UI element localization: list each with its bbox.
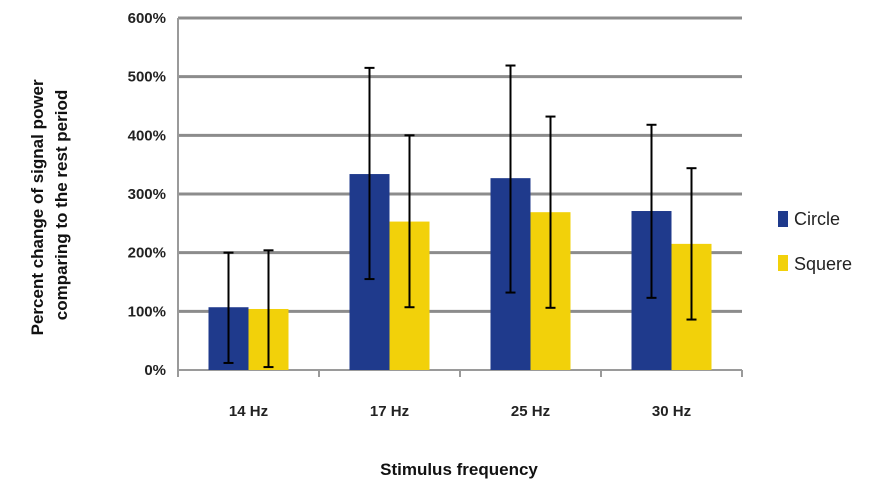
y-tick-label: 0% bbox=[144, 362, 166, 379]
y-tick-label: 600% bbox=[128, 10, 166, 27]
legend-swatch-squere bbox=[778, 255, 788, 271]
x-tick-label: 30 Hz bbox=[652, 403, 691, 420]
y-axis-title: Percent change of signal power comparing… bbox=[28, 75, 71, 336]
y-tick-label: 200% bbox=[128, 245, 166, 262]
legend-label-squere: Squere bbox=[794, 254, 852, 274]
x-tick-label: 17 Hz bbox=[370, 403, 409, 420]
y-tick-label: 500% bbox=[128, 69, 166, 86]
y-axis-title-line-2: comparing to the rest period bbox=[52, 90, 71, 320]
x-tick-label: 25 Hz bbox=[511, 403, 550, 420]
bars bbox=[208, 174, 712, 370]
y-axis-title-line-1: Percent change of signal power bbox=[28, 79, 47, 335]
legend-swatch-circle bbox=[778, 211, 788, 227]
x-tick-label: 14 Hz bbox=[229, 403, 268, 420]
y-tick-label: 400% bbox=[128, 127, 166, 144]
legend: Circle Squere bbox=[778, 209, 852, 274]
tick-labels: 0% 100% 200% 300% 400% 500% 600% 14 Hz 17 Hz 25 H… bbox=[128, 10, 691, 420]
y-tick-label: 100% bbox=[128, 303, 166, 320]
legend-label-circle: Circle bbox=[794, 209, 840, 229]
y-tick-label: 300% bbox=[128, 186, 166, 203]
error-bars bbox=[223, 64, 697, 369]
x-axis-title: Stimulus frequency bbox=[380, 460, 538, 479]
